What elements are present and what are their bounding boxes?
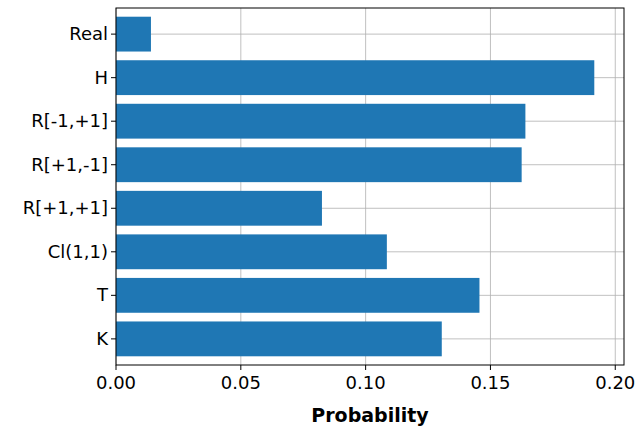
x-tick [116,365,117,370]
y-tick-label: K [96,328,109,349]
bar [116,321,442,356]
bar [116,17,151,52]
grid-line-y [116,34,624,35]
bar [116,234,387,269]
x-tick [615,365,616,370]
y-tick-label: Cl(1,1) [48,241,108,262]
x-tick [365,365,366,370]
x-axis-label: Probability [311,404,429,426]
plot-frame [116,8,624,365]
x-tick-label: 0.05 [221,372,261,393]
y-tick-label: H [94,67,108,88]
y-tick [111,164,116,165]
y-tick-label: R[-1,+1] [31,110,108,131]
y-tick [111,338,116,339]
x-tick-label: 0.10 [346,372,386,393]
bar [116,191,322,226]
y-tick [111,121,116,122]
y-tick [111,251,116,252]
chart: 0.00 0.05 0.10 0.15 0.20 Real H R[-1,+1] R[+1,-1… [0,0,640,437]
bars [116,17,594,357]
x-tick [490,365,491,370]
y-tick-label: T [96,284,109,305]
x-tick-label: 0.00 [96,372,136,393]
y-tick [111,208,116,209]
x-tick [240,365,241,370]
y-tick [111,34,116,35]
bar [116,104,525,139]
x-tick-label: 0.15 [470,372,510,393]
bar [116,278,479,313]
y-tick-label: R[+1,+1] [23,197,108,218]
x-tick-label: 0.20 [595,372,635,393]
bar [116,147,522,182]
bar [116,60,594,95]
y-tick [111,77,116,78]
y-tick [111,295,116,296]
y-tick-label: Real [69,23,108,44]
y-tick-label: R[+1,-1] [31,154,108,175]
grid-line [615,8,616,365]
